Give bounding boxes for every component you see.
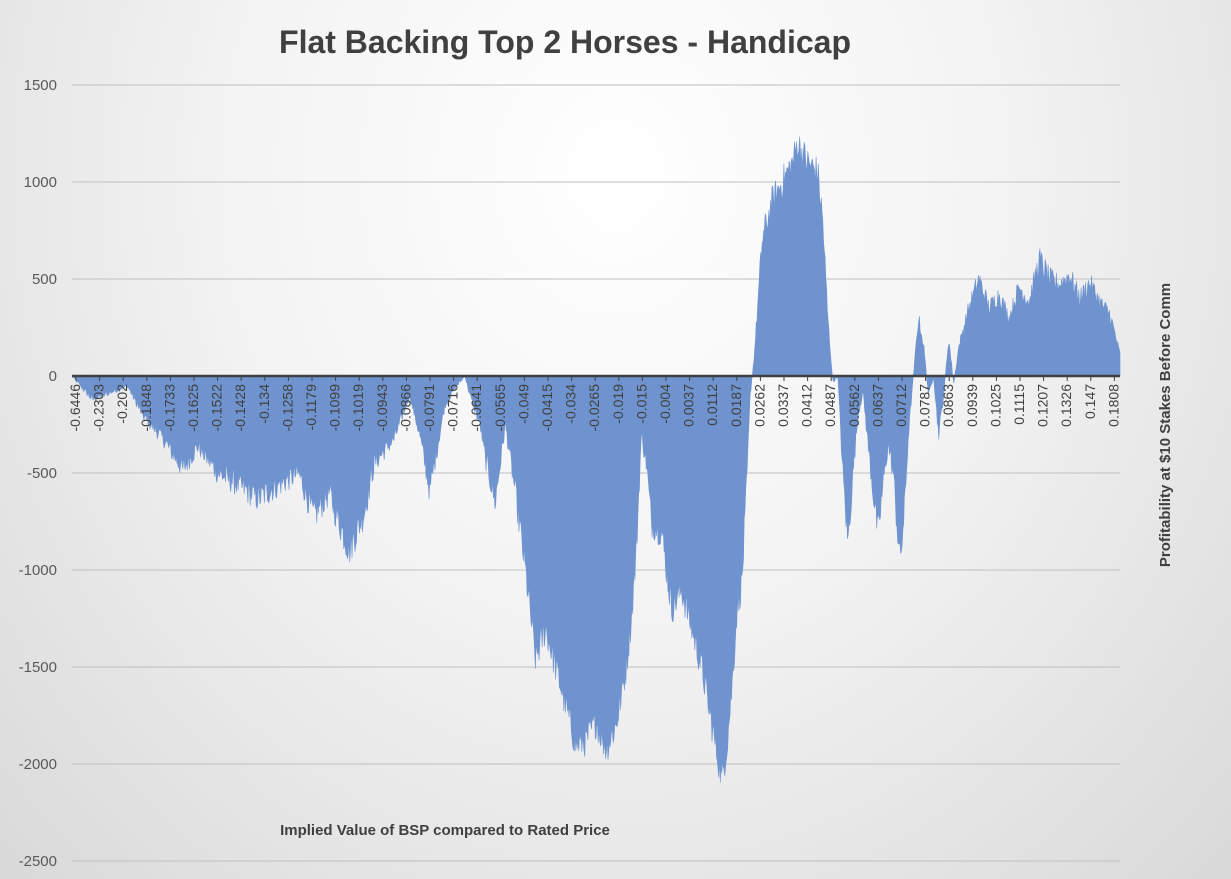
x-axis-title: Implied Value of BSP compared to Rated P… [280,822,610,839]
x-tick-label: 0.1115 [1011,384,1027,425]
x-tick-label: 0.0562 [846,384,862,427]
x-tick-label: 0.0637 [869,384,885,427]
x-tick-label: -0.0866 [397,384,413,432]
y-axis-title: Profitability at $10 Stakes Before Comm [1157,283,1174,567]
x-tick-label: -0.049 [515,384,531,424]
y-tick-label: -500 [27,465,57,482]
x-tick-label: -0.0565 [492,384,508,432]
y-tick-label: -1000 [19,562,57,579]
x-tick-label: -0.015 [633,384,649,424]
x-tick-label: 0.0712 [893,384,909,427]
x-tick-label: -0.2303 [91,384,107,432]
x-tick-label: -0.1848 [138,384,154,432]
x-tick-label: -0.202 [114,384,130,424]
chart-title: Flat Backing Top 2 Horses - Handicap [279,24,851,60]
x-tick-label: -0.1428 [232,384,248,432]
y-tick-label: 500 [32,271,57,288]
x-tick-label: -0.1522 [209,384,225,432]
x-tick-label: -0.1733 [161,384,177,432]
y-tick-label: 1500 [24,77,57,94]
x-tick-label: -0.034 [563,384,579,424]
x-tick-label: 0.0487 [822,384,838,427]
x-tick-label: -0.134 [256,384,272,424]
x-tick-label: -0.0641 [468,384,484,432]
x-tick-label: -0.004 [657,384,673,424]
x-tick-label: -0.0716 [445,384,461,432]
x-tick-label: -0.1099 [327,384,343,432]
x-tick-label: -0.1179 [303,384,319,431]
y-tick-label: -2500 [19,853,57,870]
y-axis-ticks: 1500 1000 500 0 -500 -1000 -1500 -2000 -2500 [19,77,57,870]
x-axis-ticks: -0.6446 -0.2303 -0.202 -0.1848 -0.1733 -0.162… [67,376,1121,431]
y-tick-label: 0 [49,368,57,385]
x-tick-label: 0.0939 [964,384,980,427]
y-tick-label: -1500 [19,659,57,676]
x-tick-label: 0.1808 [1105,384,1121,427]
x-tick-label: 0.0037 [681,384,697,427]
x-tick-label: 0.1326 [1058,384,1074,427]
x-tick-label: -0.019 [610,384,626,424]
y-tick-label: -2000 [19,756,57,773]
y-tick-label: 1000 [24,174,57,191]
x-tick-label: 0.0187 [728,384,744,427]
x-tick-label: 0.147 [1082,384,1098,419]
x-tick-label: -0.1625 [185,384,201,432]
x-tick-label: 0.0112 [704,384,720,426]
x-tick-label: 0.1025 [987,384,1003,427]
x-tick-label: 0.0337 [775,384,791,427]
x-tick-label: -0.1019 [350,384,366,432]
x-tick-label: -0.0265 [586,384,602,432]
x-tick-label: -0.6446 [67,384,83,432]
x-tick-label: 0.0412 [799,384,815,427]
x-tick-label: -0.1258 [279,384,295,432]
x-tick-label: 0.0262 [751,384,767,427]
x-tick-label: -0.0415 [539,384,555,432]
x-tick-label: -0.0791 [421,384,437,432]
x-tick-label: -0.0943 [374,384,390,432]
data-area [71,136,1121,783]
x-tick-label: 0.1207 [1035,384,1051,427]
x-tick-label: 0.0863 [940,384,956,427]
x-tick-label: 0.0787 [917,384,933,427]
